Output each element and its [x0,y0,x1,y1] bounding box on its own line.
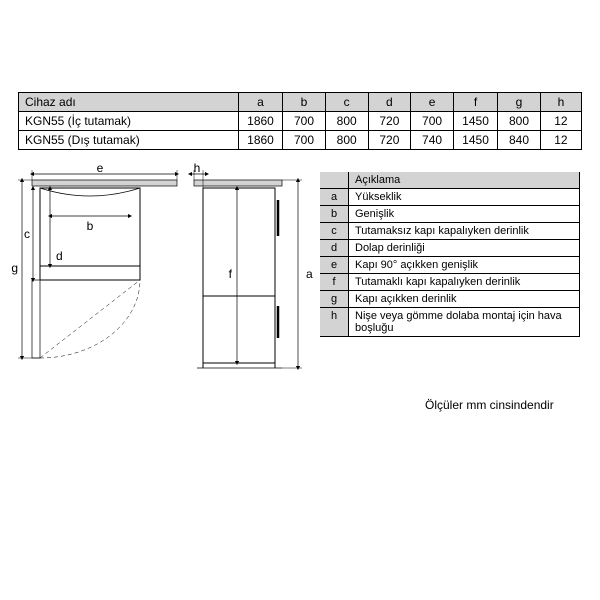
label-a: a [306,267,313,281]
col-header-b: b [283,93,326,112]
legend-desc: Nişe veya gömme dolaba montaj için hava … [349,308,580,337]
legend-desc: Kapı açıkken derinlik [349,291,580,308]
legend-desc: Yükseklik [349,189,580,206]
dimension-diagram: e b g c d h f [0,160,320,400]
swing-diag [40,280,140,358]
legend-row: dDolap derinliği [320,240,580,257]
legend-key: c [320,223,349,240]
top-body-curve [40,188,140,196]
table-row: KGN55 (Dış tutamak) 1860 700 800 720 740… [19,131,582,150]
top-wall [32,180,177,186]
col-header-c: c [325,93,368,112]
cell: 740 [411,131,454,150]
col-header-h: h [540,93,581,112]
legend-row: bGenişlik [320,206,580,223]
label-f: f [229,267,233,281]
legend-desc: Genişlik [349,206,580,223]
row-label: KGN55 (Dış tutamak) [19,131,239,150]
top-door-open [32,280,40,358]
legend-key: f [320,274,349,291]
front-wall [194,180,282,186]
cell: 840 [498,131,541,150]
table-row: KGN55 (İç tutamak) 1860 700 800 720 700 … [19,112,582,131]
legend-key: b [320,206,349,223]
cell: 1450 [453,131,497,150]
col-header-a: a [238,93,282,112]
legend-row: eKapı 90° açıkken genişlik [320,257,580,274]
legend-desc: Tutamaksız kapı kapalıyken derinlik [349,223,580,240]
cell: 800 [325,131,368,150]
front-body [203,188,275,363]
col-header-e: e [411,93,454,112]
label-d: d [56,249,63,263]
legend-row: fTutamaklı kapı kapalıyken derinlik [320,274,580,291]
label-c: c [24,227,30,241]
legend-key: e [320,257,349,274]
legend-row: cTutamaksız kapı kapalıyken derinlik [320,223,580,240]
cell: 800 [325,112,368,131]
legend-row: hNişe veya gömme dolaba montaj için hava… [320,308,580,337]
label-h: h [194,161,201,175]
dimensions-table: Cihaz adı a b c d e f g h KGN55 (İç tuta… [18,92,582,150]
legend-header-row: Açıklama [320,172,580,189]
legend-desc: Tutamaklı kapı kapalıyken derinlik [349,274,580,291]
legend-row: gKapı açıkken derinlik [320,291,580,308]
cell: 1860 [238,112,282,131]
row-label: KGN55 (İç tutamak) [19,112,239,131]
col-header-d: d [368,93,411,112]
col-header-g: g [498,93,541,112]
cell: 700 [411,112,454,131]
cell: 1860 [238,131,282,150]
col-header-f: f [453,93,497,112]
top-door-closed [40,266,140,280]
canvas: Cihaz adı a b c d e f g h KGN55 (İç tuta… [0,0,600,600]
cell: 720 [368,112,411,131]
legend-key: d [320,240,349,257]
legend-key: a [320,189,349,206]
cell: 720 [368,131,411,150]
cell: 700 [283,131,326,150]
cell: 1450 [453,112,497,131]
table-header-row: Cihaz adı a b c d e f g h [19,93,582,112]
label-e: e [97,161,104,175]
label-g: g [11,261,18,275]
col-header-device: Cihaz adı [19,93,239,112]
legend-header: Açıklama [349,172,580,189]
footer-note: Ölçüler mm cinsindendir [425,398,554,412]
legend-row: aYükseklik [320,189,580,206]
legend-table: Açıklama aYükseklik bGenişlik cTutamaksı… [320,172,580,337]
legend-key: g [320,291,349,308]
legend-desc: Kapı 90° açıkken genişlik [349,257,580,274]
label-b: b [87,219,94,233]
legend-key: h [320,308,349,337]
legend-desc: Dolap derinliği [349,240,580,257]
cell: 700 [283,112,326,131]
cell: 12 [540,131,581,150]
cell: 12 [540,112,581,131]
cell: 800 [498,112,541,131]
